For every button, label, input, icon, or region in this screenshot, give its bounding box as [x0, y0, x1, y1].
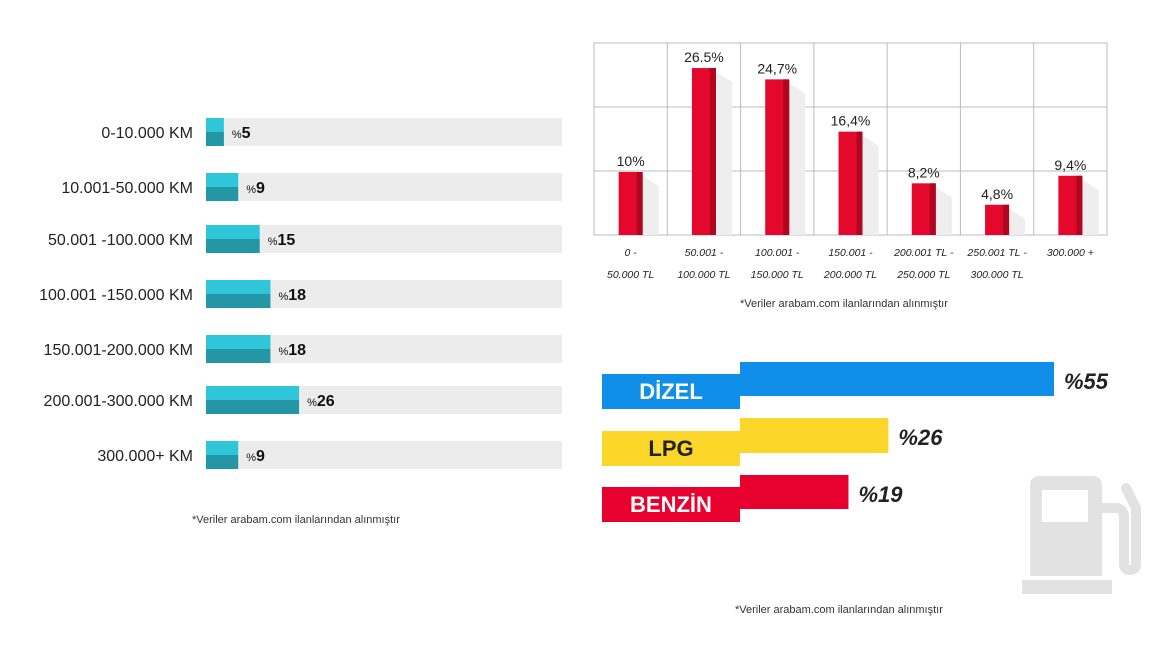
km-bar-shade: [206, 349, 271, 363]
km-category-label: 200.001-300.000 KM: [44, 393, 193, 410]
km-bar-track: [206, 118, 562, 146]
fuel-pump-icon: [1022, 476, 1141, 594]
price-bar-shadow: [642, 176, 659, 235]
km-value-prefix: %: [278, 346, 288, 358]
km-bar-track: [206, 225, 562, 253]
km-category-label: 50.001 -100.000 KM: [48, 232, 193, 249]
price-category-label: 250.000 TL: [896, 269, 950, 281]
km-chart-source-note: *Veriler arabam.com ilanlarından alınmış…: [192, 514, 400, 526]
km-value-number: 26: [317, 393, 335, 410]
km-value-prefix: %: [246, 184, 256, 196]
km-category-label: 150.001-200.000 KM: [44, 342, 193, 359]
km-value-label: %26: [307, 393, 335, 410]
price-bar-edge: [856, 131, 863, 235]
price-chart-source-note: *Veriler arabam.com ilanlarından alınmış…: [740, 298, 948, 310]
price-category-label: 300.000 +: [1047, 247, 1094, 259]
fuel-category-label: BENZİN: [630, 492, 712, 517]
price-category-label: 300.000 TL: [971, 269, 1024, 281]
fuel-category-label: LPG: [648, 436, 693, 461]
price-category-label: 200.000 TL: [823, 269, 877, 281]
price-bar-shadow: [1009, 208, 1026, 235]
fuel-bar: [740, 475, 849, 509]
km-bar-shade: [206, 294, 271, 308]
price-bar-edge: [1076, 175, 1083, 235]
fuel-value-label: %55: [1064, 369, 1109, 394]
km-bar: [206, 280, 271, 294]
km-value-label: %18: [278, 342, 306, 359]
km-bar: [206, 173, 239, 187]
fuel-value-label: %26: [898, 425, 943, 450]
price-bar-edge: [709, 68, 716, 235]
price-category-label: 150.000 TL: [751, 269, 804, 281]
fuel-category-box: [602, 374, 740, 409]
km-category-label: 10.001-50.000 KM: [61, 180, 193, 197]
price-category-label: 50.001 -: [685, 247, 724, 259]
km-category-label: 300.000+ KM: [97, 448, 193, 465]
price-bar-edge: [636, 172, 643, 235]
km-value-prefix: %: [246, 452, 256, 464]
price-category-label: 100.001 -: [755, 247, 800, 259]
fuel-value-label: %19: [858, 482, 903, 507]
price-value-label: 9,4%: [1054, 157, 1086, 173]
km-category-label: 100.001 -150.000 KM: [39, 287, 193, 304]
km-bar-shade: [206, 455, 239, 469]
price-bar-edge: [929, 183, 936, 235]
price-bar-edge: [783, 79, 790, 235]
fuel-category-box: [602, 431, 740, 466]
km-value-number: 15: [277, 232, 295, 249]
fuel-category-label: DİZEL: [639, 379, 703, 404]
price-value-label: 26.5%: [684, 49, 724, 65]
km-value-label: %5: [232, 125, 251, 142]
km-distribution-chart: 0-10.000 KM %510.001-50.000 KM %950.001 -1…: [39, 118, 562, 469]
km-bar-shade: [206, 400, 300, 414]
price-value-label: 4,8%: [981, 186, 1013, 202]
price-bar-shadow: [862, 135, 879, 235]
km-value-number: 18: [288, 342, 306, 359]
km-bar: [206, 225, 260, 239]
price-bar-shadow: [789, 83, 806, 235]
price-category-label: 100.000 TL: [677, 269, 730, 281]
km-bar: [206, 118, 224, 132]
price-value-label: 10%: [617, 153, 645, 169]
fuel-chart-source-note: *Veriler arabam.com ilanlarından alınmış…: [735, 604, 943, 616]
price-category-label: 50.000 TL: [607, 269, 654, 281]
km-value-number: 9: [256, 448, 265, 465]
km-bar: [206, 441, 239, 455]
km-value-label: %18: [278, 287, 306, 304]
km-bar-shade: [206, 187, 239, 201]
price-bar-shadow: [715, 72, 732, 235]
km-value-prefix: %: [268, 236, 278, 248]
km-category-label: 0-10.000 KM: [101, 125, 193, 142]
km-bar-shade: [206, 132, 224, 146]
price-category-label: 150.001 -: [828, 247, 873, 259]
km-bar-track: [206, 173, 562, 201]
km-value-label: %15: [268, 232, 296, 249]
price-category-label: 0 -: [625, 247, 638, 259]
price-distribution-chart: 10% 0 - 50.000 TL 26.5% 50.001 - 100.000 TL 24…: [593, 42, 1108, 281]
km-value-prefix: %: [232, 129, 242, 141]
km-bar: [206, 335, 271, 349]
price-category-label: 250.001 TL -: [966, 247, 1027, 259]
km-bar-track: [206, 441, 562, 469]
km-value-number: 5: [242, 125, 251, 142]
fuel-type-chart: DİZEL %55 LPG %26 BENZİN %19: [602, 362, 1109, 522]
km-value-label: %9: [246, 180, 265, 197]
price-value-label: 16,4%: [831, 113, 871, 129]
fuel-bar: [740, 362, 1054, 396]
fuel-category-box: [602, 487, 740, 522]
km-value-prefix: %: [307, 397, 317, 409]
price-bar-shadow: [935, 187, 952, 235]
price-bar-shadow: [1082, 179, 1099, 235]
km-value-number: 9: [256, 180, 265, 197]
price-category-label: 200.001 TL -: [893, 247, 954, 259]
km-bar-shade: [206, 239, 260, 253]
km-bar: [206, 386, 300, 400]
km-value-label: %9: [246, 448, 265, 465]
fuel-bar: [740, 418, 889, 453]
km-value-number: 18: [288, 287, 306, 304]
price-value-label: 8,2%: [908, 164, 940, 180]
price-bar-edge: [1003, 204, 1010, 235]
km-value-prefix: %: [278, 291, 288, 303]
price-value-label: 24,7%: [757, 60, 797, 76]
